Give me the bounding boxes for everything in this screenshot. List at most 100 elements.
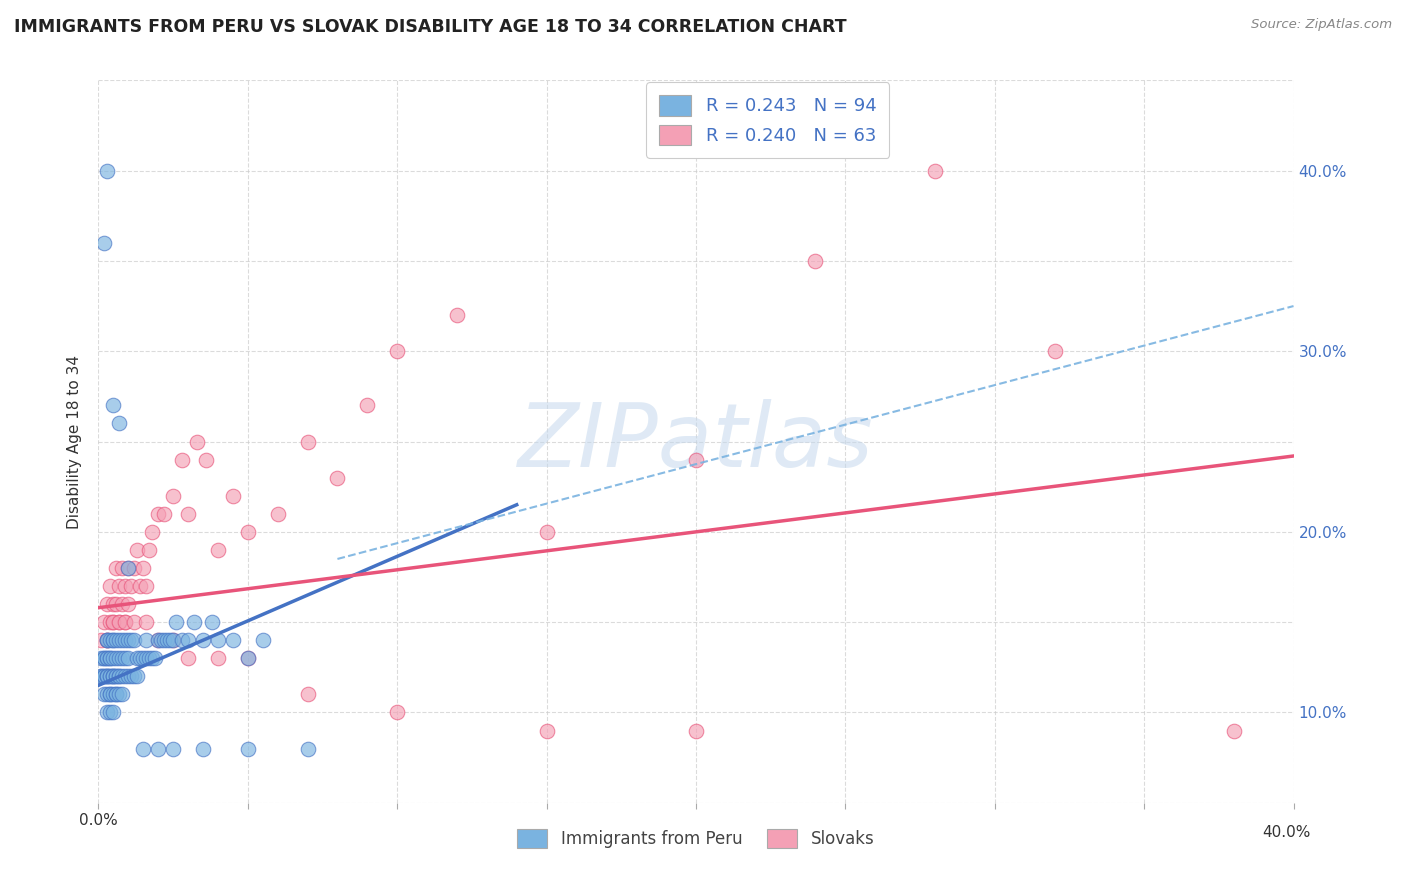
Point <box>326 471 349 485</box>
Point <box>93 669 115 683</box>
Point <box>153 507 176 521</box>
Point <box>159 633 181 648</box>
Point <box>105 687 128 701</box>
Point <box>124 669 146 683</box>
Point <box>135 651 157 665</box>
Point <box>93 235 115 250</box>
Point <box>111 633 134 648</box>
Point <box>385 706 409 720</box>
Point <box>162 489 184 503</box>
Point <box>96 633 118 648</box>
Point <box>148 633 170 648</box>
Point <box>108 669 131 683</box>
Point <box>117 669 139 683</box>
Point <box>207 651 229 665</box>
Legend: Immigrants from Peru, Slovaks: Immigrants from Peru, Slovaks <box>506 817 886 860</box>
Point <box>96 163 118 178</box>
Point <box>162 633 184 648</box>
Point <box>108 579 131 593</box>
Point <box>127 542 149 557</box>
Point <box>98 687 122 701</box>
Point <box>114 633 136 648</box>
Point <box>105 687 128 701</box>
Point <box>195 452 218 467</box>
Point <box>172 452 194 467</box>
Point <box>98 579 122 593</box>
Point <box>93 651 115 665</box>
Point <box>103 633 125 648</box>
Point <box>356 398 378 412</box>
Point <box>156 633 179 648</box>
Point <box>108 651 131 665</box>
Point <box>93 651 115 665</box>
Point <box>120 633 142 648</box>
Point <box>148 741 170 756</box>
Point <box>127 669 149 683</box>
Point <box>127 651 149 665</box>
Point <box>536 524 558 539</box>
Point <box>90 669 112 683</box>
Point <box>138 542 160 557</box>
Point <box>135 579 157 593</box>
Point <box>141 524 163 539</box>
Text: 40.0%: 40.0% <box>1263 825 1310 840</box>
Point <box>148 633 170 648</box>
Point <box>236 651 259 665</box>
Point <box>207 542 229 557</box>
Point <box>1043 344 1066 359</box>
Point <box>90 633 112 648</box>
Point <box>98 669 122 683</box>
Point <box>93 669 115 683</box>
Text: IMMIGRANTS FROM PERU VS SLOVAK DISABILITY AGE 18 TO 34 CORRELATION CHART: IMMIGRANTS FROM PERU VS SLOVAK DISABILIT… <box>14 18 846 36</box>
Point <box>150 633 173 648</box>
Point <box>93 687 115 701</box>
Point <box>120 669 142 683</box>
Point <box>297 434 319 449</box>
Point <box>124 633 146 648</box>
Point <box>124 561 146 575</box>
Point <box>96 687 118 701</box>
Point <box>96 706 118 720</box>
Point <box>90 651 112 665</box>
Point <box>117 561 139 575</box>
Point <box>105 633 128 648</box>
Point <box>108 615 131 630</box>
Point <box>111 561 134 575</box>
Point <box>191 741 214 756</box>
Point <box>267 507 290 521</box>
Point <box>96 669 118 683</box>
Point <box>103 651 125 665</box>
Point <box>96 633 118 648</box>
Point <box>536 723 558 738</box>
Point <box>103 597 125 611</box>
Point <box>135 633 157 648</box>
Point <box>236 741 259 756</box>
Point <box>165 615 187 630</box>
Point <box>103 398 125 412</box>
Point <box>98 651 122 665</box>
Point <box>96 597 118 611</box>
Point <box>172 633 194 648</box>
Point <box>96 651 118 665</box>
Point <box>108 669 131 683</box>
Point <box>924 163 946 178</box>
Point <box>124 615 146 630</box>
Point <box>111 687 134 701</box>
Point <box>93 615 115 630</box>
Point <box>98 651 122 665</box>
Point <box>117 651 139 665</box>
Y-axis label: Disability Age 18 to 34: Disability Age 18 to 34 <box>67 354 83 529</box>
Point <box>132 561 155 575</box>
Point <box>103 615 125 630</box>
Point <box>162 741 184 756</box>
Point <box>685 452 707 467</box>
Point <box>191 633 214 648</box>
Point <box>132 741 155 756</box>
Point <box>222 633 245 648</box>
Point <box>98 687 122 701</box>
Point <box>114 669 136 683</box>
Point <box>162 633 184 648</box>
Point <box>446 308 468 322</box>
Point <box>201 615 224 630</box>
Point <box>114 651 136 665</box>
